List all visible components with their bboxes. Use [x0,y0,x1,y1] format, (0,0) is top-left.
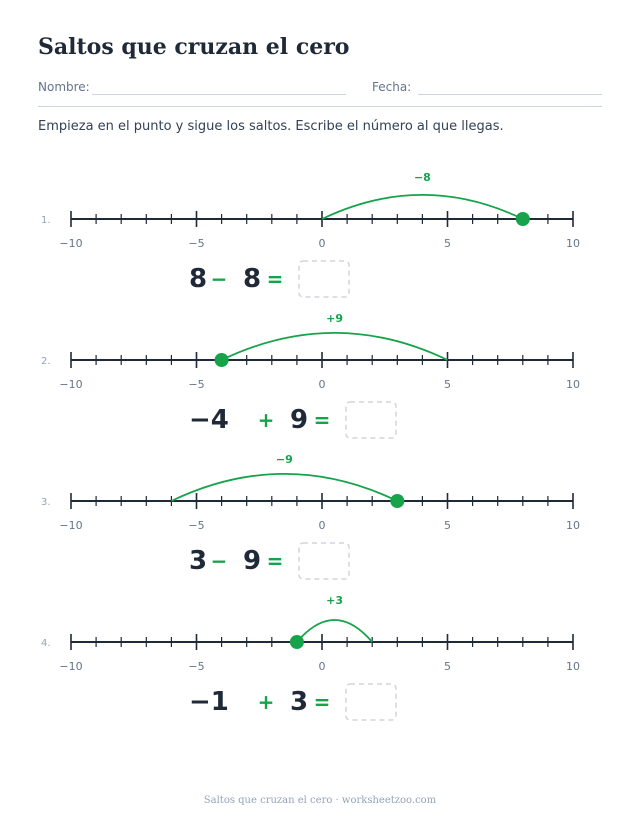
jump-arc [296,619,373,643]
operand-b: 9 [290,405,308,435]
tick-label: 5 [444,378,451,391]
operator: + [258,408,275,432]
operator: − [211,267,228,291]
equals-sign: = [267,267,284,291]
tick-label: 10 [566,660,580,673]
jump-arc [171,472,398,502]
tick-label: −5 [188,660,204,673]
tick-label: 0 [319,237,326,250]
operand-a: 3 [189,546,207,576]
answer-box[interactable] [345,401,397,439]
jump-arc [221,331,448,361]
tick-label: 0 [319,519,326,532]
tick-label: −5 [188,378,204,391]
operand-a: −1 [189,687,229,717]
tick-label: 5 [444,660,451,673]
answer-box[interactable] [345,683,397,721]
equals-sign: = [267,549,284,573]
footer: Saltos que cruzan el cero · worksheetzoo… [203,795,437,806]
tick-label: −10 [59,519,82,532]
name-label: Nombre: [38,80,90,94]
operand-b: 8 [243,264,261,294]
tick-label: 10 [566,519,580,532]
tick-label: 5 [444,237,451,250]
instructions: Empieza en el punto y sigue los saltos. … [38,119,504,134]
problem-2: 2.−10 −5 0 5 10+9−4 +9 = [41,312,580,439]
problem-1: 1.−10 −5 0 5 10−88−8 = [41,171,580,298]
operand-a: 8 [189,264,207,294]
problem-number: 4. [41,638,51,649]
start-point [289,635,304,649]
tick-label: 0 [319,378,326,391]
operand-b: 9 [243,546,261,576]
tick-label: −5 [188,237,204,250]
tick-label: 10 [566,378,580,391]
problem-3: 3.−10 −5 0 5 10−93−9 = [41,453,580,580]
operand-a: −4 [189,405,229,435]
tick-label: 0 [319,660,326,673]
problem-number: 3. [41,497,51,508]
tick-label: −10 [59,237,82,250]
header-divider [38,106,602,107]
tick-label: 10 [566,237,580,250]
start-point [214,353,229,367]
date-field[interactable] [418,94,602,95]
problem-number: 2. [41,356,51,367]
problem-4: 4.−10 −5 0 5 10+3−1 +3 = [41,594,580,721]
answer-box[interactable] [298,260,350,298]
start-point [390,494,405,508]
name-field[interactable] [92,94,346,95]
operator: − [211,549,228,573]
tick-label: −10 [59,378,82,391]
tick-label: −10 [59,660,82,673]
date-label: Fecha: [372,80,412,94]
equals-sign: = [314,408,331,432]
equals-sign: = [314,690,331,714]
jump-label: +3 [326,594,343,607]
start-point [515,212,530,226]
operand-b: 3 [290,687,308,717]
operator: + [258,690,275,714]
jump-label: +9 [326,312,343,325]
tick-label: 5 [444,519,451,532]
page-title: Saltos que cruzan el cero [38,34,350,60]
answer-box[interactable] [298,542,350,580]
jump-label: −8 [414,171,431,184]
problem-number: 1. [41,215,51,226]
jump-label: −9 [276,453,293,466]
jump-arc [321,194,524,220]
tick-label: −5 [188,519,204,532]
